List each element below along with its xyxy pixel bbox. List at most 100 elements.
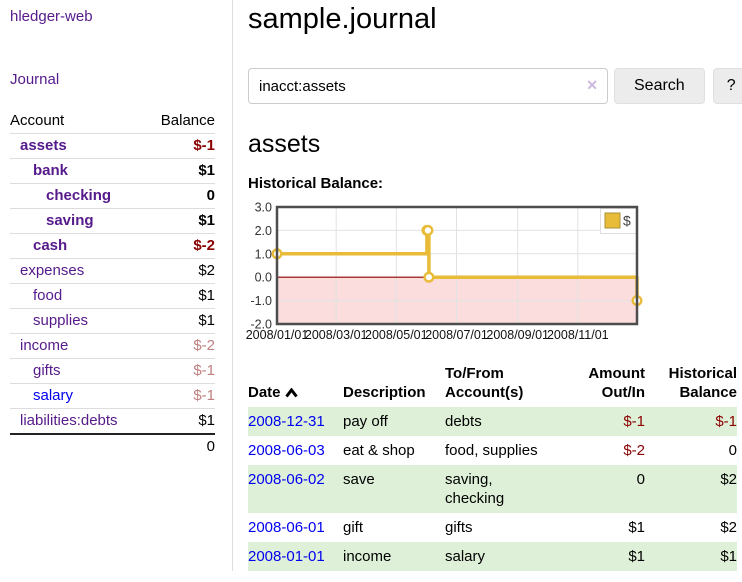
account-balance: $-1 bbox=[146, 133, 215, 159]
date-column-header[interactable]: Date bbox=[248, 362, 343, 407]
x-tick-label: 2008/03/01 bbox=[305, 328, 368, 342]
account-tree-header-row: Account Balance bbox=[10, 109, 215, 134]
account-balance: $1 bbox=[146, 208, 215, 234]
account-link[interactable]: liabilities:debts bbox=[20, 412, 118, 429]
x-tick-label: 2008/09/01 bbox=[486, 328, 549, 342]
historical-balance-chart: $3.0 2.0 1.0 0.0 -1.0 -2.0 2008/01/01 2008/03/0… bbox=[246, 201, 742, 351]
account-link[interactable]: assets bbox=[20, 137, 67, 154]
account-balance: $1 bbox=[146, 283, 215, 309]
search-box: ✕ bbox=[248, 68, 608, 104]
account-heading: assets bbox=[248, 130, 321, 158]
account-balance: $1 bbox=[146, 308, 215, 334]
account-balance: 0 bbox=[146, 183, 215, 209]
balance-column-header: Balance bbox=[160, 112, 215, 129]
description-column-header: Description bbox=[343, 384, 426, 401]
search-input[interactable] bbox=[248, 68, 608, 104]
y-tick-label: 1.0 bbox=[255, 247, 272, 261]
transaction-balance: $2 bbox=[720, 471, 737, 488]
transaction-description: save bbox=[343, 471, 375, 488]
account-tree-body: assets $-1 bank $1 checking 0 saving $1 cash $-2 e… bbox=[10, 133, 215, 434]
chart-section-label: Historical Balance: bbox=[248, 175, 384, 192]
account-row: saving $1 bbox=[10, 208, 215, 234]
account-row: supplies $1 bbox=[10, 308, 215, 334]
account-link[interactable]: income bbox=[20, 337, 69, 354]
transaction-balance: $-1 bbox=[715, 413, 737, 430]
main-content: sample.journal ✕ Search ? assets Histori… bbox=[233, 0, 742, 571]
data-point-marker bbox=[423, 271, 435, 283]
account-total-balance: 0 bbox=[146, 433, 215, 459]
y-tick-label: -1.0 bbox=[250, 294, 272, 308]
account-row: income $-2 bbox=[10, 333, 215, 359]
transaction-amount: $-1 bbox=[623, 413, 645, 430]
account-balance: $-2 bbox=[146, 333, 215, 359]
account-balance: $2 bbox=[146, 258, 215, 284]
transaction-accounts: saving, checking bbox=[445, 471, 505, 507]
account-link[interactable]: saving bbox=[46, 212, 94, 229]
account-link[interactable]: food bbox=[33, 287, 63, 304]
register-row: 2008-01-01 income salary $1 $1 bbox=[248, 542, 737, 571]
transaction-description: pay off bbox=[343, 413, 388, 430]
x-tick-label: 2008/07/01 bbox=[425, 328, 488, 342]
amount-column-header: Amount Out/In bbox=[588, 365, 645, 401]
transaction-accounts: food, supplies bbox=[445, 442, 538, 459]
clear-search-icon[interactable]: ✕ bbox=[586, 77, 598, 93]
sidebar: hledger-web Journal Account Balance asse… bbox=[0, 0, 233, 571]
transaction-description: eat & shop bbox=[343, 442, 415, 459]
transaction-date-link[interactable]: 2008-06-02 bbox=[248, 471, 325, 488]
transaction-balance: $2 bbox=[720, 519, 737, 536]
account-balance: $-1 bbox=[146, 383, 215, 409]
x-tick-label: 2008/05/01 bbox=[365, 328, 428, 342]
account-link[interactable]: checking bbox=[46, 187, 112, 204]
accounts-column-header: To/From Account(s) bbox=[445, 365, 524, 401]
account-link[interactable]: expenses bbox=[20, 262, 85, 279]
legend-swatch bbox=[604, 212, 621, 229]
register-header-row: Date Description To/From Account(s) Amou… bbox=[248, 362, 737, 407]
register-body: 2008-12-31 pay off debts $-1 $-1 2008-06-03 ea… bbox=[248, 407, 737, 571]
account-tree-table: Account Balance assets $-1 bank $1 checking 0… bbox=[10, 109, 215, 459]
y-tick-label: 2.0 bbox=[255, 224, 272, 238]
account-row: bank $1 bbox=[10, 158, 215, 184]
transaction-date-link[interactable]: 2008-01-01 bbox=[248, 548, 325, 565]
transaction-amount: $1 bbox=[628, 519, 645, 536]
account-balance: $1 bbox=[146, 408, 215, 434]
transaction-amount: 0 bbox=[636, 471, 645, 488]
transaction-amount: $-2 bbox=[623, 442, 645, 459]
account-balance: $1 bbox=[146, 158, 215, 184]
legend-label: $ bbox=[623, 213, 631, 229]
search-button[interactable]: Search bbox=[614, 68, 705, 104]
brand-link[interactable]: hledger-web bbox=[10, 8, 93, 25]
account-balance: $-1 bbox=[146, 358, 215, 384]
account-link[interactable]: cash bbox=[33, 237, 68, 254]
sidebar-item-journal[interactable]: Journal bbox=[10, 71, 60, 88]
account-row: expenses $2 bbox=[10, 258, 215, 284]
transaction-description: gift bbox=[343, 519, 364, 536]
data-point-marker bbox=[422, 224, 434, 236]
transaction-balance: $1 bbox=[720, 548, 737, 565]
page-title: sample.journal bbox=[248, 3, 437, 35]
account-total-row: 0 bbox=[10, 433, 215, 459]
chart-svg: $3.0 2.0 1.0 0.0 -1.0 -2.02008/01/012008/03/0… bbox=[246, 201, 643, 342]
transaction-date-link[interactable]: 2008-06-03 bbox=[248, 442, 325, 459]
transaction-balance: 0 bbox=[728, 442, 737, 459]
transaction-date-link[interactable]: 2008-12-31 bbox=[248, 413, 325, 430]
sort-ascending-icon bbox=[284, 387, 298, 398]
account-link[interactable]: salary bbox=[33, 387, 74, 404]
register-row: 2008-06-01 gift gifts $1 $2 bbox=[248, 513, 737, 542]
transaction-accounts: salary bbox=[445, 548, 486, 565]
x-tick-label: 2008/01/01 bbox=[246, 328, 309, 342]
transaction-description: income bbox=[343, 548, 392, 565]
account-link[interactable]: supplies bbox=[33, 312, 89, 329]
transaction-accounts: debts bbox=[445, 413, 482, 430]
register-row: 2008-06-03 eat & shop food, supplies $-2 0 bbox=[248, 436, 737, 465]
register-row: 2008-12-31 pay off debts $-1 $-1 bbox=[248, 407, 737, 436]
account-link[interactable]: gifts bbox=[33, 362, 61, 379]
help-button[interactable]: ? bbox=[712, 68, 742, 104]
account-row: gifts $-1 bbox=[10, 358, 215, 384]
y-tick-label: -2.0 bbox=[250, 318, 272, 332]
transaction-date-link[interactable]: 2008-06-01 bbox=[248, 519, 325, 536]
account-link[interactable]: bank bbox=[33, 162, 69, 179]
transaction-accounts: gifts bbox=[445, 519, 473, 536]
balance-column-header-main: Historical Balance bbox=[668, 365, 737, 401]
transaction-amount: $1 bbox=[628, 548, 645, 565]
